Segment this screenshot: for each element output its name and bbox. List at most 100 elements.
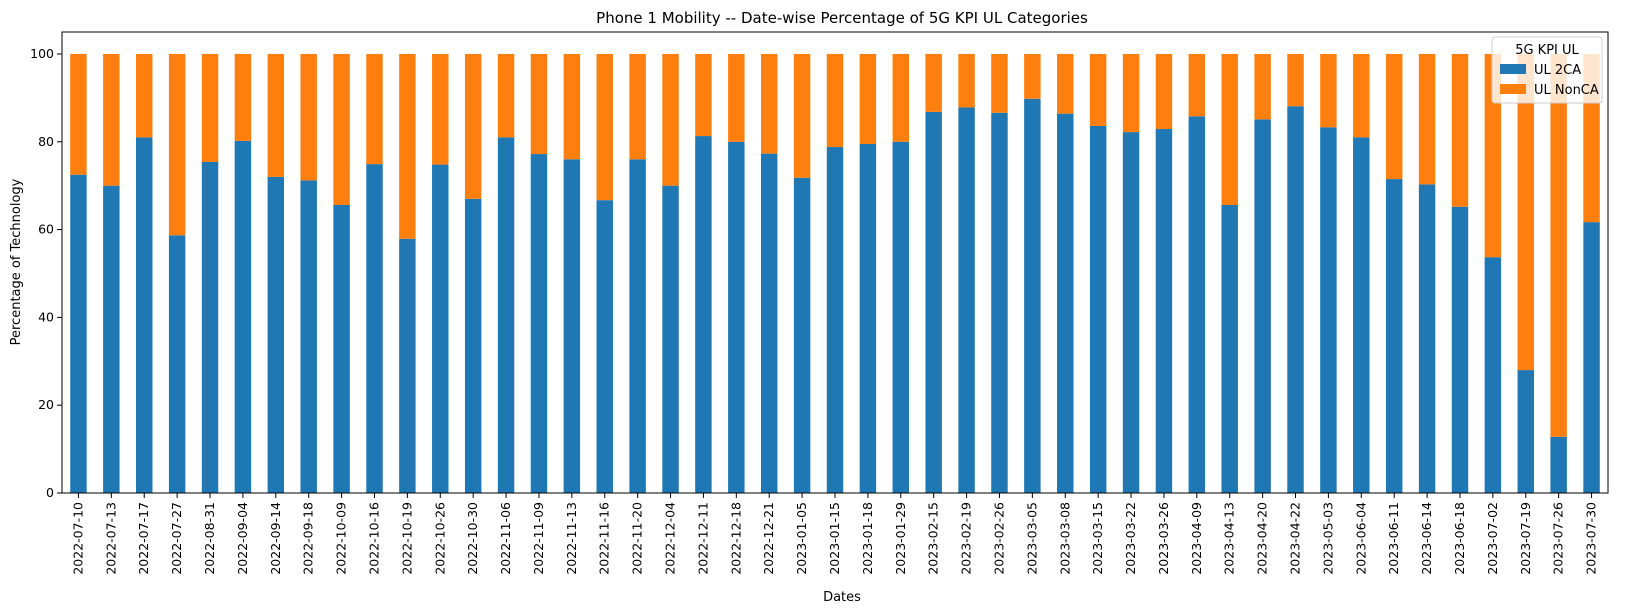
y-tick-label: 0 xyxy=(46,485,54,500)
ticks-layer: 0 20 40 60 80 100 2022-07-10 2022-07-13 2022-07-… xyxy=(30,46,1598,575)
bar-ul-2ca-2023-07-02 xyxy=(1484,257,1502,493)
x-tick-label: 2023-01-15 xyxy=(827,502,842,575)
bar-ul-nonca-2022-07-17 xyxy=(136,53,153,138)
y-tick-label: 20 xyxy=(38,397,54,412)
bar-ul-2ca-2022-07-27 xyxy=(168,235,186,493)
bar-ul-2ca-2023-02-19 xyxy=(958,107,975,494)
bar-ul-nonca-2022-11-09 xyxy=(530,53,548,155)
bar-ul-2ca-2022-11-16 xyxy=(596,200,613,493)
x-axis-label: Dates xyxy=(823,590,861,605)
x-tick-label: 2022-09-04 xyxy=(235,502,250,575)
bar-ul-2ca-2023-06-14 xyxy=(1418,184,1436,493)
bar-ul-2ca-2022-11-13 xyxy=(563,159,581,493)
bar-ul-2ca-2023-03-22 xyxy=(1122,132,1140,493)
x-tick-label: 2023-02-26 xyxy=(991,502,1006,575)
bar-ul-nonca-2023-04-13 xyxy=(1221,53,1238,205)
bar-ul-2ca-2022-07-13 xyxy=(103,185,120,494)
bar-ul-nonca-2022-10-26 xyxy=(432,53,449,165)
x-tick-label: 2023-07-19 xyxy=(1518,502,1533,575)
chart-title: Phone 1 Mobility -- Date-wise Percentage… xyxy=(596,9,1088,27)
bar-ul-nonca-2023-03-26 xyxy=(1155,53,1173,130)
x-tick-label: 2023-06-11 xyxy=(1386,502,1401,575)
bar-ul-nonca-2022-11-13 xyxy=(563,53,581,160)
bar-ul-2ca-2023-02-26 xyxy=(991,112,1008,493)
bar-ul-2ca-2022-12-11 xyxy=(695,136,712,494)
bar-ul-2ca-2023-03-15 xyxy=(1089,125,1107,494)
bar-ul-nonca-2022-10-19 xyxy=(399,53,416,239)
bar-ul-nonca-2022-12-11 xyxy=(695,53,712,137)
bar-ul-2ca-2023-06-04 xyxy=(1353,137,1370,493)
bar-ul-nonca-2023-03-15 xyxy=(1089,53,1107,126)
bar-ul-nonca-2023-03-08 xyxy=(1057,53,1074,114)
bar-ul-2ca-2023-07-30 xyxy=(1583,222,1600,494)
bar-ul-nonca-2023-07-02 xyxy=(1484,53,1502,258)
x-tick-label: 2023-02-19 xyxy=(959,502,974,575)
x-tick-label: 2023-01-29 xyxy=(893,502,908,575)
x-tick-label: 2022-10-19 xyxy=(399,502,414,575)
x-tick-label: 2022-10-26 xyxy=(432,502,447,575)
x-tick-label: 2022-12-11 xyxy=(695,502,710,575)
bar-ul-nonca-2022-07-27 xyxy=(168,53,186,236)
x-tick-label: 2022-10-30 xyxy=(465,502,480,575)
bar-ul-2ca-2023-01-05 xyxy=(793,177,811,493)
x-tick-label: 2022-07-13 xyxy=(103,502,118,575)
bar-ul-nonca-2023-02-26 xyxy=(991,53,1008,113)
y-axis-label: Percentage of Technology xyxy=(9,178,24,345)
x-tick-label: 2023-07-26 xyxy=(1551,502,1566,575)
legend: 5G KPI UL UL 2CA UL NonCA xyxy=(1491,36,1603,104)
bar-ul-nonca-2023-07-26 xyxy=(1550,53,1567,437)
bar-ul-nonca-2023-06-11 xyxy=(1385,53,1403,180)
x-tick-label: 2022-11-13 xyxy=(564,502,579,575)
bar-ul-2ca-2022-07-17 xyxy=(136,137,153,493)
legend-swatch-ul-nonca xyxy=(1500,84,1526,94)
bar-ul-2ca-2022-12-04 xyxy=(662,185,679,494)
bar-ul-nonca-2023-07-19 xyxy=(1517,53,1534,371)
bar-ul-nonca-2023-02-15 xyxy=(925,53,942,112)
bar-ul-nonca-2023-03-05 xyxy=(1024,53,1041,99)
bar-ul-nonca-2022-11-20 xyxy=(629,53,646,160)
bar-ul-2ca-2022-09-14 xyxy=(267,176,285,493)
legend-label-ul-nonca: UL NonCA xyxy=(1534,83,1599,98)
x-tick-label: 2023-06-14 xyxy=(1419,502,1434,575)
bar-ul-2ca-2023-03-05 xyxy=(1024,98,1041,494)
bar-ul-2ca-2023-07-19 xyxy=(1517,370,1534,493)
bar-ul-nonca-2022-09-04 xyxy=(234,53,252,141)
bar-ul-2ca-2022-10-09 xyxy=(333,204,350,494)
bar-ul-nonca-2022-07-10 xyxy=(70,53,87,175)
legend-title: 5G KPI UL xyxy=(1515,43,1579,58)
bar-ul-2ca-2022-12-21 xyxy=(760,153,778,493)
y-tick-label: 100 xyxy=(30,46,54,61)
bar-ul-nonca-2023-04-09 xyxy=(1188,53,1206,117)
bar-ul-2ca-2022-10-30 xyxy=(464,198,482,493)
x-tick-label: 2023-04-13 xyxy=(1222,502,1237,575)
bar-ul-nonca-2022-09-18 xyxy=(300,53,317,181)
x-tick-label: 2023-03-22 xyxy=(1123,502,1138,575)
y-tick-label: 60 xyxy=(38,222,54,237)
bar-ul-2ca-2023-04-22 xyxy=(1287,106,1304,493)
bar-ul-2ca-2023-04-09 xyxy=(1188,116,1206,494)
x-tick-label: 2022-10-09 xyxy=(334,502,349,575)
bar-ul-2ca-2023-01-29 xyxy=(892,141,910,493)
x-tick-label: 2022-08-31 xyxy=(202,502,217,575)
x-tick-label: 2022-07-27 xyxy=(169,502,184,575)
bar-ul-nonca-2023-01-18 xyxy=(859,53,877,144)
bar-ul-2ca-2022-11-20 xyxy=(629,159,646,493)
bar-ul-2ca-2023-02-15 xyxy=(925,111,942,493)
x-tick-label: 2023-03-26 xyxy=(1156,502,1171,575)
x-tick-label: 2023-01-18 xyxy=(860,502,875,575)
bar-ul-2ca-2023-01-18 xyxy=(859,143,877,493)
bar-ul-nonca-2023-06-18 xyxy=(1451,53,1469,207)
bar-ul-2ca-2023-04-13 xyxy=(1221,204,1238,494)
bar-ul-nonca-2023-01-15 xyxy=(826,53,844,148)
x-tick-label: 2023-03-05 xyxy=(1024,502,1039,575)
legend-swatch-ul-2ca xyxy=(1500,64,1526,74)
x-tick-label: 2023-06-18 xyxy=(1452,502,1467,575)
bar-ul-nonca-2022-12-18 xyxy=(728,53,745,142)
bar-ul-nonca-2022-09-14 xyxy=(267,53,285,177)
x-tick-label: 2023-03-15 xyxy=(1090,502,1105,575)
x-tick-label: 2022-12-18 xyxy=(728,502,743,575)
x-tick-label: 2022-12-04 xyxy=(663,502,678,575)
x-tick-label: 2023-04-20 xyxy=(1255,502,1270,575)
x-tick-label: 2023-05-03 xyxy=(1320,502,1335,575)
bar-ul-nonca-2022-12-21 xyxy=(760,53,778,154)
